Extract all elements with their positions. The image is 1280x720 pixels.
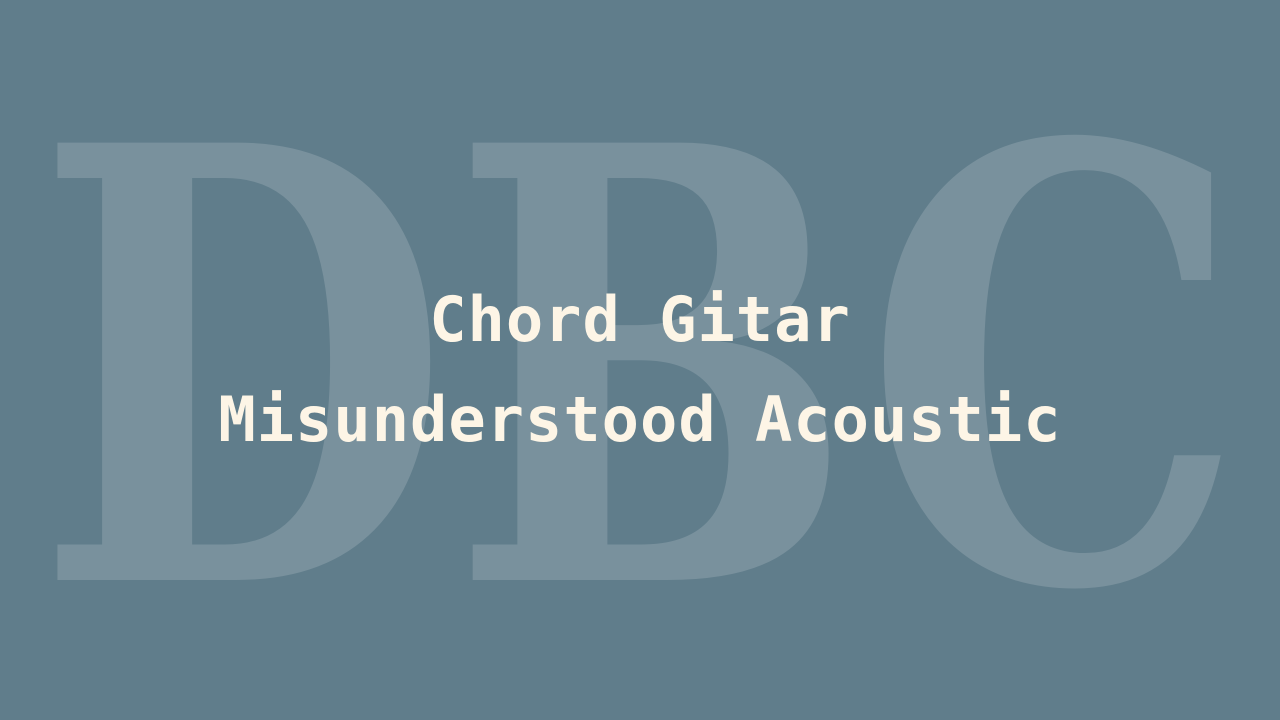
- page-title: Chord Gitar Misunderstood Acoustic: [0, 270, 1280, 470]
- watermark-letters: DBC: [35, 17, 1245, 720]
- title-line-1: Chord Gitar: [429, 283, 851, 356]
- title-line-2: Misunderstood Acoustic: [218, 383, 1062, 456]
